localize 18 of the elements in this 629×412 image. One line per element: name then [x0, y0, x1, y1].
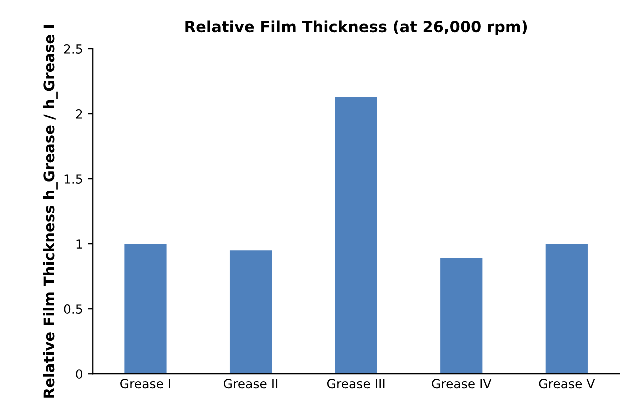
x-tick-label: Grease II [224, 379, 278, 389]
bar [335, 97, 378, 374]
y-tick-label: 0.5 [64, 304, 82, 314]
x-tick-label: Grease V [539, 379, 596, 389]
y-tick-label: 1 [76, 240, 82, 249]
x-tick-label: Grease III [327, 379, 385, 389]
y-tick-label: 0 [76, 370, 83, 380]
x-tick-label: Grease I [120, 379, 170, 389]
y-axis-title: Relative Film Thickness h_Grease / h_Grease I [43, 25, 58, 398]
chart-title: Relative Film Thickness (at 26,000 rpm) [186, 20, 528, 36]
x-tick-label: Grease IV [432, 379, 492, 389]
bar [230, 250, 272, 374]
bar [546, 244, 588, 374]
bar [440, 258, 483, 374]
y-tick-label: 1.5 [64, 174, 82, 184]
y-tick-label: 2 [76, 110, 82, 119]
y-tick-label: 2.5 [64, 44, 82, 54]
bar [124, 244, 167, 374]
